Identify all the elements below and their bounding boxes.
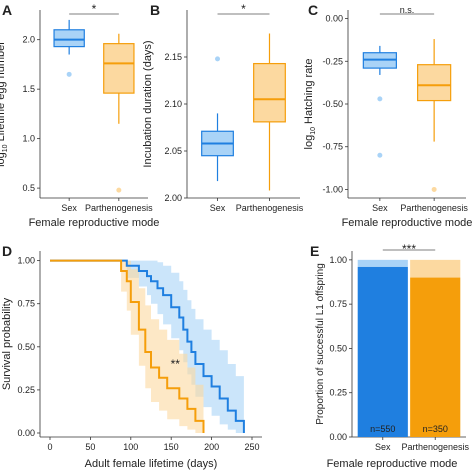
y-axis-label-text: Lifetime egg number bbox=[0, 41, 7, 145]
y-tick-label: 0.00 bbox=[17, 428, 35, 438]
x-tick-label: 100 bbox=[123, 442, 138, 452]
outlier-point bbox=[66, 71, 72, 77]
y-tick-label: 2.10 bbox=[164, 99, 182, 109]
x-tick-label: 150 bbox=[164, 442, 179, 452]
x-tick-label: Sex bbox=[61, 203, 77, 213]
panel-label: E bbox=[310, 243, 319, 259]
y-axis-label: Survival probability bbox=[1, 297, 13, 390]
y-tick-label: 0.75 bbox=[17, 299, 35, 309]
bar-successful bbox=[357, 266, 408, 437]
y-tick-label: 0.50 bbox=[329, 343, 347, 353]
panel-d: D 0.00 0.25 0.50 0.75 1.00 0 50 100 150 200 250 ** Ad… bbox=[1, 243, 262, 470]
y-tick-label: 1.00 bbox=[329, 255, 347, 265]
significance-label: *** bbox=[402, 242, 416, 256]
x-tick-label: Parthenogenesis bbox=[236, 203, 304, 213]
confidence-band-parth bbox=[50, 260, 204, 433]
box-iqr bbox=[53, 29, 85, 48]
y-axis-label-text: Hatching rate bbox=[303, 59, 315, 127]
panel-e: E 0.00 0.25 0.50 0.75 1.00 n=550 Sex n=350 Parthe… bbox=[310, 242, 469, 470]
x-tick-label: 50 bbox=[85, 442, 95, 452]
y-axis-label: log10 Lifetime egg number bbox=[0, 41, 9, 167]
x-tick-label: Parthenogenesis bbox=[400, 203, 468, 213]
y-tick-label: -1.00 bbox=[322, 184, 343, 194]
y-tick-label: 0.00 bbox=[325, 14, 343, 24]
y-tick-label: 0.75 bbox=[329, 299, 347, 309]
x-tick-label: Sex bbox=[210, 203, 226, 213]
outlier-point bbox=[431, 186, 437, 192]
box-iqr bbox=[103, 43, 135, 94]
x-axis-label: Adult female lifetime (days) bbox=[85, 458, 218, 470]
y-axis-label: Incubation duration (days) bbox=[142, 40, 154, 167]
y-axis-label-log: log bbox=[0, 152, 7, 167]
outlier-point bbox=[116, 187, 122, 193]
y-tick-label: 0.25 bbox=[329, 388, 347, 398]
y-axis-label: Proportion of successful L1 offspring bbox=[315, 263, 326, 425]
panel-label: D bbox=[2, 243, 12, 259]
panel-a: A 0.5 1.0 1.5 2.0 Sex Parthenogenesis * Female r… bbox=[0, 2, 159, 229]
outlier-point bbox=[377, 96, 383, 102]
survival-line-parth bbox=[50, 259, 205, 433]
outlier-point bbox=[215, 56, 221, 62]
bar-count-label: n=550 bbox=[370, 424, 395, 434]
y-tick-label: -0.75 bbox=[322, 142, 343, 152]
x-tick-label: 200 bbox=[204, 442, 219, 452]
x-tick-label: Sex bbox=[375, 442, 391, 452]
x-tick-label: 0 bbox=[47, 442, 52, 452]
y-axis-label-subscript: 10 bbox=[2, 144, 9, 152]
bar-unsuccessful bbox=[357, 259, 408, 267]
x-tick-label: 250 bbox=[244, 442, 259, 452]
y-tick-label: 1.5 bbox=[22, 84, 35, 94]
y-tick-label: 2.0 bbox=[22, 35, 35, 45]
box-iqr bbox=[417, 64, 452, 102]
panel-c: C 0.00 -0.25 -0.50 -0.75 -1.00 Sex Parthenogene… bbox=[303, 2, 472, 229]
outlier-point bbox=[377, 152, 383, 158]
panel-label: A bbox=[2, 2, 12, 18]
significance-label: n.s. bbox=[400, 5, 415, 15]
bar-unsuccessful bbox=[410, 259, 461, 278]
y-tick-label: 2.15 bbox=[164, 52, 182, 62]
y-tick-label: 2.00 bbox=[164, 193, 182, 203]
y-tick-label: 0.5 bbox=[22, 183, 35, 193]
x-axis-label: Female reproductive mode bbox=[327, 458, 458, 470]
bar-successful bbox=[410, 277, 461, 437]
y-axis-label: log10 Hatching rate bbox=[303, 59, 317, 150]
y-tick-label: -0.25 bbox=[322, 56, 343, 66]
y-tick-label: 2.05 bbox=[164, 146, 182, 156]
y-tick-label: 1.0 bbox=[22, 134, 35, 144]
x-tick-label: Parthenogenesis bbox=[401, 442, 469, 452]
y-tick-label: 0.25 bbox=[17, 385, 35, 395]
significance-label: ** bbox=[171, 357, 181, 371]
x-axis-label: Female reproductive mode bbox=[342, 217, 473, 229]
y-tick-label: -0.50 bbox=[322, 99, 343, 109]
y-tick-label: 0.00 bbox=[329, 432, 347, 442]
x-axis-label: Female reproductive mode bbox=[29, 217, 160, 229]
survival-line-sex bbox=[50, 259, 245, 433]
y-axis-label-subscript: 10 bbox=[310, 127, 317, 135]
bar-count-label: n=350 bbox=[423, 424, 448, 434]
box-iqr bbox=[253, 62, 286, 123]
significance-label: * bbox=[241, 2, 246, 16]
x-tick-label: Parthenogenesis bbox=[85, 203, 153, 213]
y-tick-label: 1.00 bbox=[17, 256, 35, 266]
x-tick-label: Sex bbox=[372, 203, 388, 213]
panel-b: B 2.00 2.05 2.10 2.15 Sex Parthenogenesis * Incu… bbox=[142, 2, 304, 213]
y-tick-label: 0.50 bbox=[17, 342, 35, 352]
significance-label: * bbox=[92, 2, 97, 16]
y-axis-label-log: log bbox=[303, 135, 315, 150]
panel-label: B bbox=[150, 2, 160, 18]
panel-label: C bbox=[308, 2, 318, 18]
